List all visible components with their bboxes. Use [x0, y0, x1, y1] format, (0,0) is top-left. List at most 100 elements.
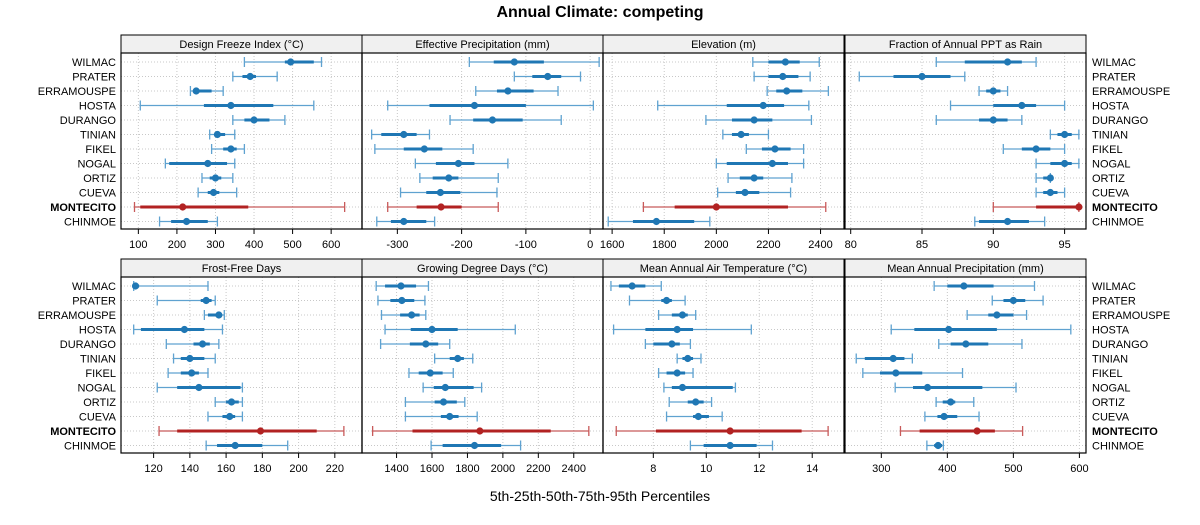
median-point: [256, 427, 265, 435]
median-point: [227, 145, 235, 153]
median-point: [192, 87, 200, 95]
tick-label: -200: [451, 239, 473, 251]
x-axis-label: 5th-25th-50th-75th-95th Percentiles: [489, 488, 711, 504]
category-label-right: HOSTA: [1092, 325, 1130, 337]
median-point: [726, 427, 734, 435]
median-point: [918, 72, 926, 81]
median-point: [227, 101, 235, 110]
category-label-left: MONTECITO: [50, 426, 116, 438]
category-label-right: TINIAN: [1092, 354, 1128, 366]
category-label-left: ORTIZ: [83, 173, 116, 185]
panel-title: Design Freeze Index (°C): [179, 39, 303, 51]
category-label-right: TINIAN: [1092, 130, 1128, 142]
tick-label: 0: [587, 239, 593, 251]
median-point: [678, 383, 687, 392]
category-label-left: DURANGO: [60, 339, 117, 351]
tick-label: 180: [253, 463, 271, 475]
median-point: [445, 174, 453, 182]
chart-title: Annual Climate: competing: [496, 4, 704, 21]
category-label-left: TINIAN: [80, 130, 116, 142]
category-label-left: PRATER: [72, 296, 116, 308]
median-point: [437, 203, 445, 211]
category-label-left: TINIAN: [80, 354, 116, 366]
median-point: [454, 159, 462, 168]
median-point: [673, 369, 681, 377]
median-point: [1046, 174, 1054, 182]
tick-label: 1800: [652, 239, 676, 251]
tick-label: 80: [845, 239, 857, 251]
median-point: [476, 427, 484, 435]
tick-label: 2000: [704, 239, 728, 251]
tick-label: 2200: [526, 463, 550, 475]
tick-label: 500: [283, 239, 301, 251]
median-point: [960, 282, 968, 290]
category-label-right: FIKEL: [1092, 144, 1123, 156]
tick-label: 2400: [808, 239, 832, 251]
tick-label: 12: [753, 463, 765, 475]
tick-label: 2000: [491, 463, 515, 475]
median-point: [454, 354, 462, 363]
median-point: [1032, 145, 1040, 153]
tick-label: 2400: [562, 463, 586, 475]
panel-border: [361, 52, 604, 230]
category-label-right: CHINMOE: [1092, 217, 1144, 229]
median-point: [737, 130, 745, 139]
median-point: [771, 145, 779, 153]
median-point: [750, 116, 758, 124]
category-label-right: HOSTA: [1092, 101, 1130, 113]
panel-title: Frost-Free Days: [202, 263, 282, 275]
tick-label: 100: [129, 239, 147, 251]
tick-label: 1400: [384, 463, 408, 475]
median-point: [204, 159, 212, 168]
median-point: [211, 174, 220, 182]
panel-border: [844, 276, 1087, 454]
median-point: [783, 87, 791, 95]
median-point: [940, 412, 948, 421]
median-point: [488, 116, 497, 124]
panel-title: Elevation (m): [691, 39, 756, 51]
median-point: [250, 116, 258, 124]
panel-border: [361, 276, 604, 454]
panel-title: Growing Degree Days (°C): [417, 263, 548, 275]
category-label-left: DURANGO: [60, 115, 117, 127]
category-label-left: CHINMOE: [64, 217, 116, 229]
tick-label: 300: [872, 463, 890, 475]
median-point: [188, 369, 196, 377]
median-point: [180, 325, 189, 334]
median-point: [892, 369, 900, 377]
median-point: [422, 340, 430, 348]
category-label-right: NOGAL: [1092, 159, 1131, 171]
category-label-right: DURANGO: [1092, 115, 1149, 127]
median-point: [202, 296, 210, 305]
median-point: [781, 58, 789, 66]
category-label-right: FIKEL: [1092, 368, 1123, 380]
tick-label: 600: [1070, 463, 1088, 475]
median-point: [420, 145, 428, 153]
median-point: [131, 282, 140, 290]
panel-title: Fraction of Annual PPT as Rain: [889, 39, 1042, 51]
category-label-left: ERRAMOUSPE: [38, 310, 116, 322]
median-point: [231, 441, 239, 450]
median-point: [668, 340, 676, 348]
category-label-left: FIKEL: [85, 144, 116, 156]
median-point: [768, 159, 776, 168]
panel-border: [844, 52, 1087, 230]
median-point: [428, 325, 436, 334]
median-point: [470, 441, 479, 450]
median-point: [989, 87, 997, 95]
median-point: [215, 311, 223, 319]
tick-label: 1600: [600, 239, 624, 251]
tick-label: 8: [650, 463, 656, 475]
category-label-left: NOGAL: [77, 159, 116, 171]
category-label-left: MONTECITO: [50, 202, 116, 214]
median-point: [182, 217, 191, 226]
category-label-left: WILMAC: [72, 281, 116, 293]
median-point: [1046, 188, 1054, 197]
median-point: [673, 325, 681, 334]
median-point: [684, 354, 692, 363]
median-point: [441, 383, 449, 392]
tick-label: 500: [1004, 463, 1022, 475]
median-point: [504, 87, 512, 95]
category-label-right: ERRAMOUSPE: [1092, 310, 1170, 322]
median-point: [662, 296, 671, 305]
